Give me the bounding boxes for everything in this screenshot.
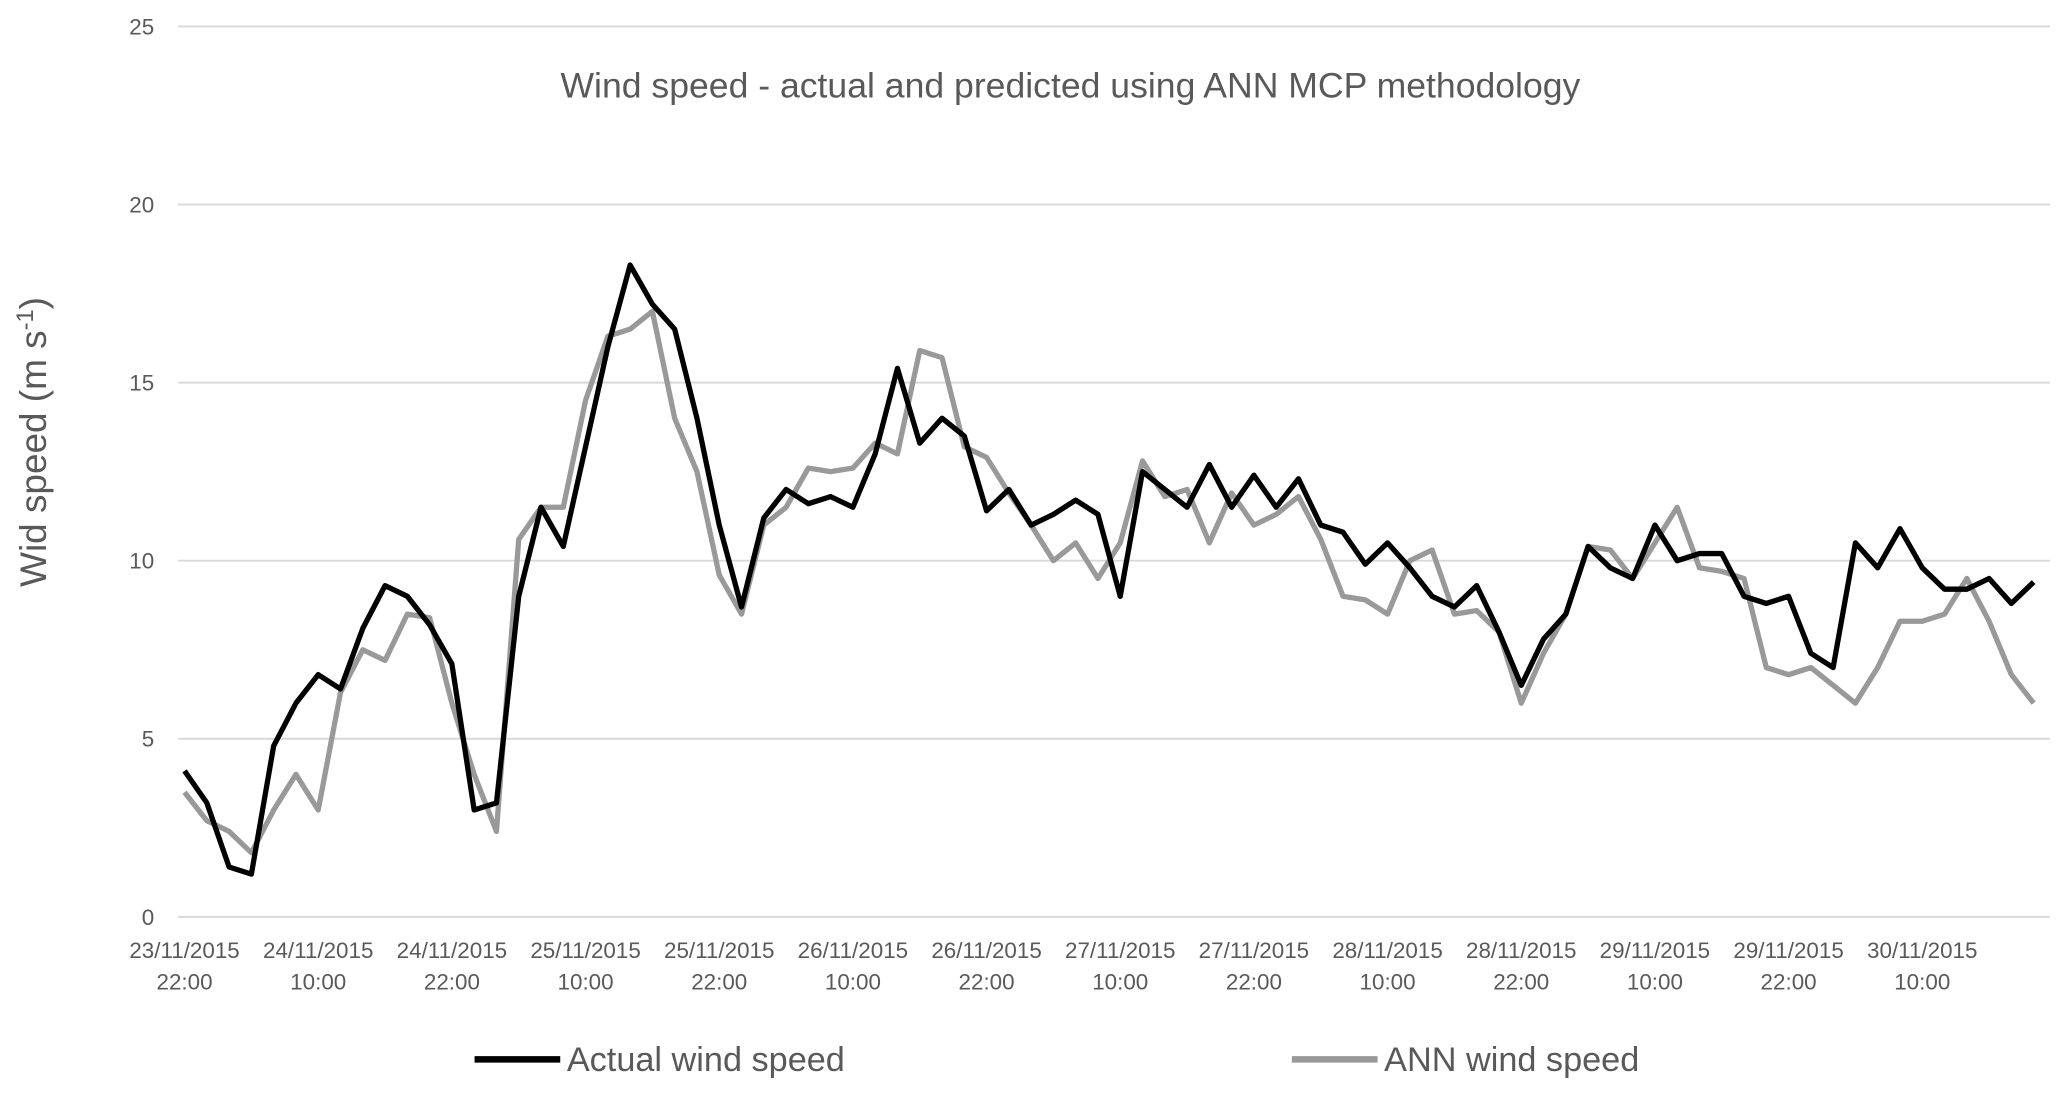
x-tick-label-date: 27/11/2015	[1065, 938, 1175, 963]
x-tick-label-date: 26/11/2015	[798, 938, 908, 963]
x-tick-label-date: 24/11/2015	[263, 938, 373, 963]
y-axis-label-end: )	[13, 297, 54, 309]
x-tick-label-date: 30/11/2015	[1867, 938, 1977, 963]
x-tick-label-time: 10:00	[1360, 969, 1416, 994]
y-tick-label: 25	[129, 14, 154, 39]
x-tick-label-date: 28/11/2015	[1466, 938, 1576, 963]
x-tick-label-time: 22:00	[1226, 969, 1282, 994]
x-tick-label-date: 29/11/2015	[1733, 938, 1843, 963]
x-tick-label-time: 10:00	[825, 969, 881, 994]
chart-title: Wind speed - actual and predicted using …	[560, 66, 1580, 106]
series-line-ann	[182, 308, 2036, 856]
y-tick-label: 15	[129, 370, 154, 395]
x-tick-label-time: 22:00	[424, 969, 480, 994]
x-tick-label-time: 10:00	[290, 969, 346, 994]
legend: Actual wind speed ANN wind speed	[474, 1041, 1639, 1079]
x-tick-label-time: 10:00	[558, 969, 614, 994]
x-tick-label-date: 23/11/2015	[129, 938, 239, 963]
x-tick-label-date: 26/11/2015	[931, 938, 1041, 963]
x-tick-label-time: 22:00	[959, 969, 1015, 994]
x-tick-label-time: 22:00	[157, 969, 213, 994]
x-tick-label-time: 10:00	[1092, 969, 1148, 994]
x-tick-label-time: 10:00	[1894, 969, 1950, 994]
series-lines	[182, 262, 2036, 877]
legend-label-actual: Actual wind speed	[567, 1041, 845, 1079]
y-axis-label-sup: -1	[13, 309, 39, 330]
y-tick-label: 0	[142, 905, 154, 930]
x-tick-label-date: 27/11/2015	[1199, 938, 1309, 963]
x-tick-label-date: 28/11/2015	[1332, 938, 1442, 963]
legend-item-actual[interactable]: Actual wind speed	[474, 1041, 845, 1079]
x-tick-label-time: 22:00	[1493, 969, 1549, 994]
series-line-actual	[182, 262, 2036, 877]
y-axis-label-main: Wid speed (m s	[13, 330, 54, 586]
x-tick-label-date: 29/11/2015	[1600, 938, 1710, 963]
y-axis-label: Wid speed (m s-1)	[13, 297, 54, 587]
y-tick-label: 20	[129, 192, 154, 217]
x-tick-label-time: 10:00	[1627, 969, 1683, 994]
x-tick-labels: 23/11/2015 22:00 24/11/2015 10:00 24/11/2015…	[129, 938, 1977, 995]
x-tick-label-date: 25/11/2015	[530, 938, 640, 963]
x-tick-label-time: 22:00	[691, 969, 747, 994]
y-tick-label: 5	[142, 727, 154, 752]
legend-item-ann[interactable]: ANN wind speed	[1291, 1041, 1639, 1079]
legend-label-ann: ANN wind speed	[1384, 1041, 1639, 1079]
gridlines	[177, 25, 2050, 918]
x-tick-label-date: 25/11/2015	[664, 938, 774, 963]
y-tick-label: 10	[129, 549, 154, 574]
y-tick-labels: 0 5 10 15 20 25	[129, 14, 154, 930]
x-tick-label-date: 24/11/2015	[397, 938, 507, 963]
x-tick-label-time: 22:00	[1761, 969, 1817, 994]
